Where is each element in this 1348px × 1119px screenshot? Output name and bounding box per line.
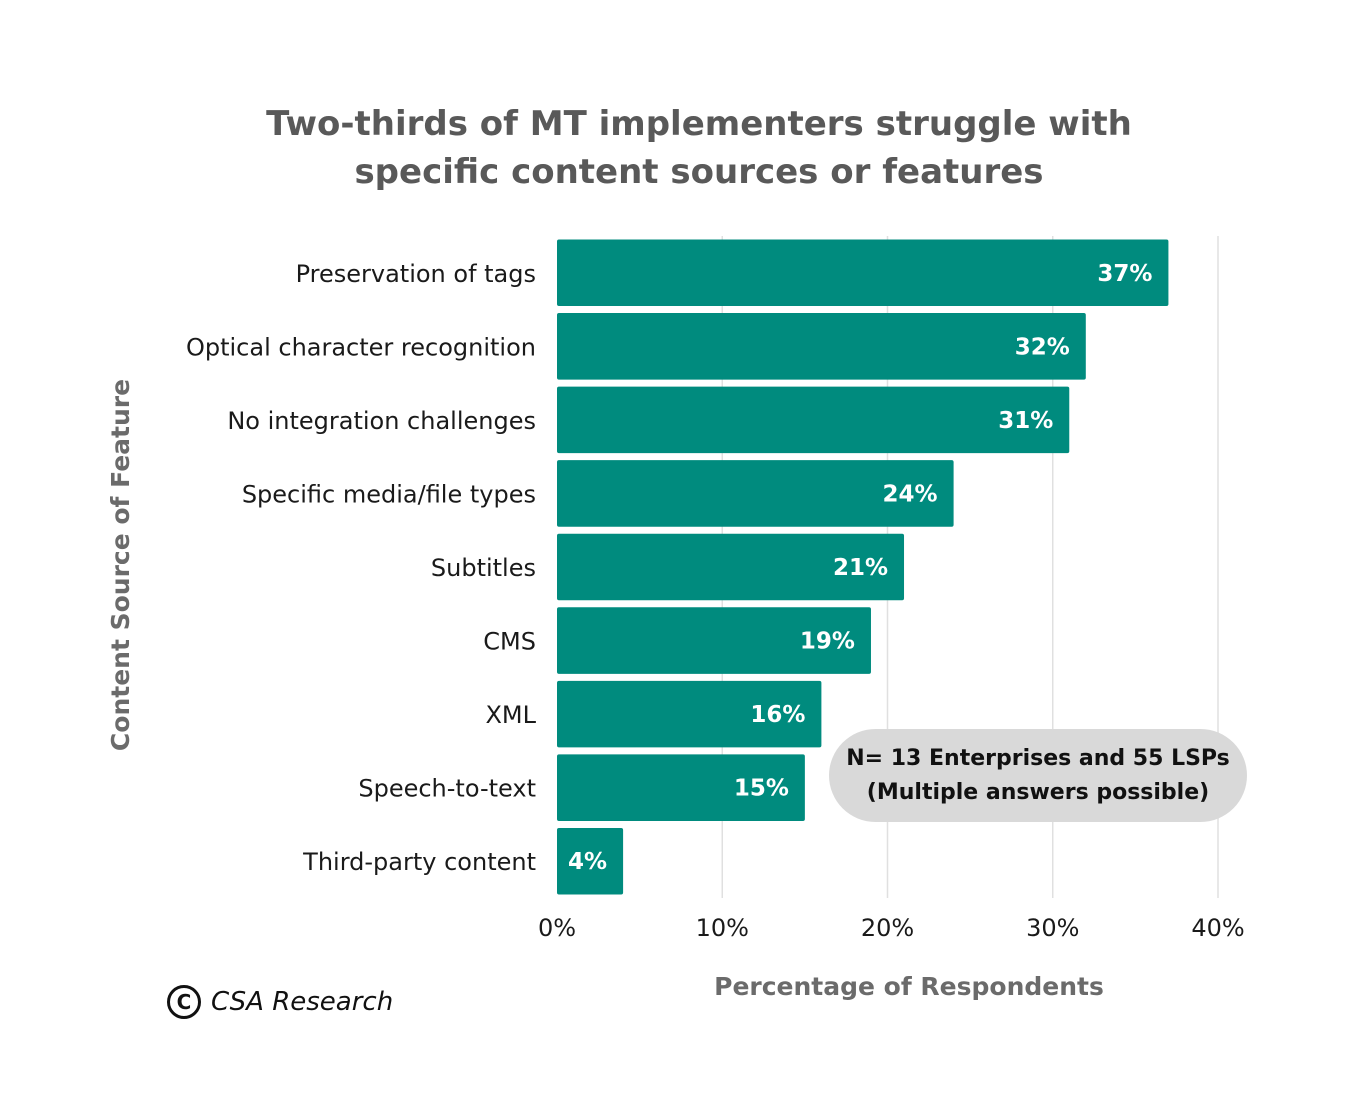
bar-value-label: 15% [734,776,789,802]
category-label: No integration challenges [227,407,536,435]
bar-value-label: 16% [750,702,805,728]
bar [557,754,805,821]
bar [557,607,871,674]
bar [557,239,1169,307]
category-labels: Preservation of tags Optical character re… [186,260,537,876]
category-label: Specific media/file types [242,480,536,508]
source-name: CSA Research [211,987,394,1017]
bar-value-label: 21% [833,555,888,581]
copyright-icon: C [167,985,201,1019]
bar [557,533,905,601]
bar [557,680,822,748]
bar-value-label: 4% [568,849,607,875]
category-label: XML [485,701,536,729]
category-label: Optical character recognition [186,333,536,361]
bars: 37% 32% 31% 24% 21% 19% 16% 15% 4% [557,239,1169,895]
bar-value-label: 31% [998,408,1053,434]
bar [557,827,624,895]
category-label: CMS [483,628,536,656]
x-tick-label: 20% [861,914,914,942]
bar [557,313,1086,380]
source-credit: C CSA Research [167,982,393,1022]
x-axis-title: Percentage of Respondents [714,972,1104,1001]
category-label: Preservation of tags [296,260,536,288]
bar-value-label: 24% [883,481,938,507]
chart-title-line-1: Two-thirds of MT implementers struggle w… [266,104,1132,144]
x-tick-label: 10% [696,914,749,942]
x-tick-label: 40% [1191,914,1244,942]
sample-size-line-2: (Multiple answers possible) [866,779,1210,805]
bar-value-label: 19% [800,629,855,655]
sample-size-note: N= 13 Enterprises and 55 LSPs (Multiple … [829,729,1247,822]
x-tick-labels: 0% 10% 20% 30% 40% [538,914,1245,942]
chart-title: Two-thirds of MT implementers struggle w… [0,100,1348,196]
category-label: Subtitles [431,554,536,582]
sample-size-line-1: N= 13 Enterprises and 55 LSPs [846,745,1230,771]
bar-value-label: 32% [1015,334,1070,360]
x-tick-label: 0% [538,914,576,942]
x-tick-label: 30% [1026,914,1079,942]
bar-value-label: 37% [1097,261,1152,287]
bar [557,386,1070,454]
y-axis-title: Content Source of Feature [106,379,135,751]
category-label: Third-party content [302,848,536,876]
chart-title-line-2: specific content sources or features [354,152,1044,192]
category-label: Speech-to-text [358,775,536,803]
bar [557,460,954,527]
